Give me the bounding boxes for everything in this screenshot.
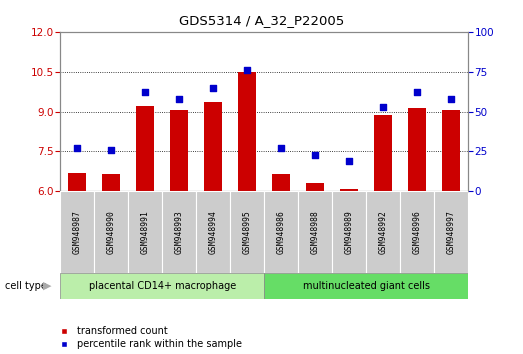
- Point: [345, 158, 354, 164]
- Bar: [298, 191, 332, 273]
- Text: GSM948993: GSM948993: [175, 210, 184, 254]
- Bar: [306, 183, 324, 191]
- Text: GSM948997: GSM948997: [447, 210, 456, 254]
- Bar: [442, 110, 460, 191]
- Bar: [230, 191, 264, 273]
- Bar: [264, 191, 298, 273]
- Text: GSM948991: GSM948991: [141, 210, 150, 254]
- Bar: [434, 191, 468, 273]
- Bar: [128, 191, 162, 273]
- Bar: [60, 191, 94, 273]
- Bar: [264, 273, 468, 299]
- Bar: [272, 174, 290, 191]
- Point: [243, 67, 252, 73]
- Bar: [68, 172, 86, 191]
- Text: GSM948992: GSM948992: [379, 210, 388, 254]
- Bar: [408, 108, 426, 191]
- Point: [311, 152, 320, 157]
- Text: GSM948988: GSM948988: [311, 210, 320, 254]
- Point: [277, 145, 286, 151]
- Bar: [366, 191, 400, 273]
- Point: [379, 104, 388, 110]
- Text: GDS5314 / A_32_P22005: GDS5314 / A_32_P22005: [179, 14, 344, 27]
- Bar: [400, 191, 434, 273]
- Bar: [94, 191, 128, 273]
- Text: GSM948987: GSM948987: [73, 210, 82, 254]
- Bar: [374, 115, 392, 191]
- Text: placental CD14+ macrophage: placental CD14+ macrophage: [88, 281, 236, 291]
- Point: [175, 96, 184, 102]
- Point: [107, 147, 116, 153]
- Bar: [170, 110, 188, 191]
- Text: GSM948995: GSM948995: [243, 210, 252, 254]
- Bar: [136, 106, 154, 191]
- Point: [209, 85, 218, 91]
- Text: GSM948994: GSM948994: [209, 210, 218, 254]
- Bar: [102, 174, 120, 191]
- Text: ▶: ▶: [43, 281, 51, 291]
- Bar: [340, 188, 358, 191]
- Point: [413, 90, 422, 95]
- Text: multinucleated giant cells: multinucleated giant cells: [303, 281, 429, 291]
- Text: GSM948996: GSM948996: [413, 210, 422, 254]
- Text: cell type: cell type: [5, 281, 47, 291]
- Text: GSM948989: GSM948989: [345, 210, 354, 254]
- Bar: [332, 191, 366, 273]
- Bar: [60, 273, 264, 299]
- Bar: [162, 191, 196, 273]
- Text: GSM948990: GSM948990: [107, 210, 116, 254]
- Bar: [238, 72, 256, 191]
- Bar: [196, 191, 230, 273]
- Legend: transformed count, percentile rank within the sample: transformed count, percentile rank withi…: [54, 326, 242, 349]
- Point: [141, 90, 150, 95]
- Text: GSM948986: GSM948986: [277, 210, 286, 254]
- Bar: [204, 102, 222, 191]
- Point: [73, 145, 82, 151]
- Point: [447, 96, 456, 102]
